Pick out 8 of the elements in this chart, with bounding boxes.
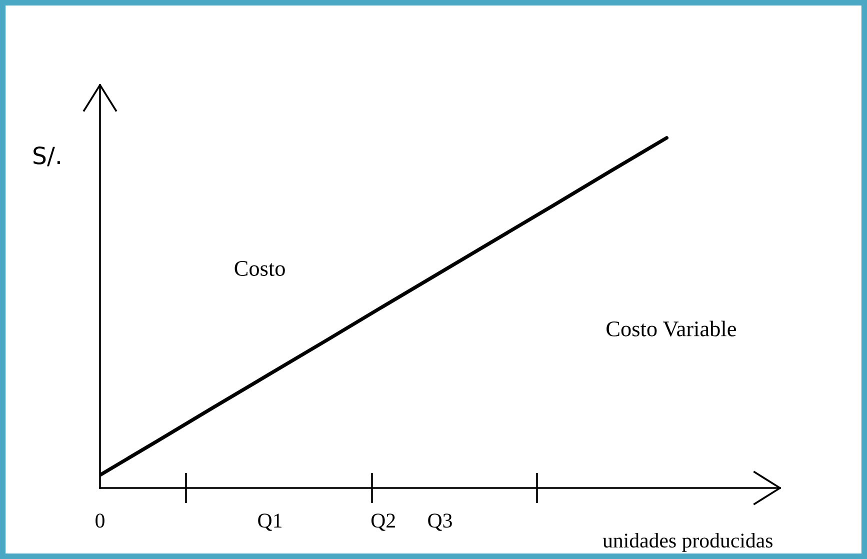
x-axis-title: unidades producidas [602,532,772,552]
x-tick-label: Q3 [428,514,452,531]
x-tick-label: Q1 [258,514,282,531]
y-axis-title: S/. [34,146,60,166]
x-tick-label: Q2 [371,514,395,531]
annotation: Costo Variable [606,320,736,337]
x-tick-label: 0 [96,514,104,528]
annotation: Costo [234,261,285,276]
